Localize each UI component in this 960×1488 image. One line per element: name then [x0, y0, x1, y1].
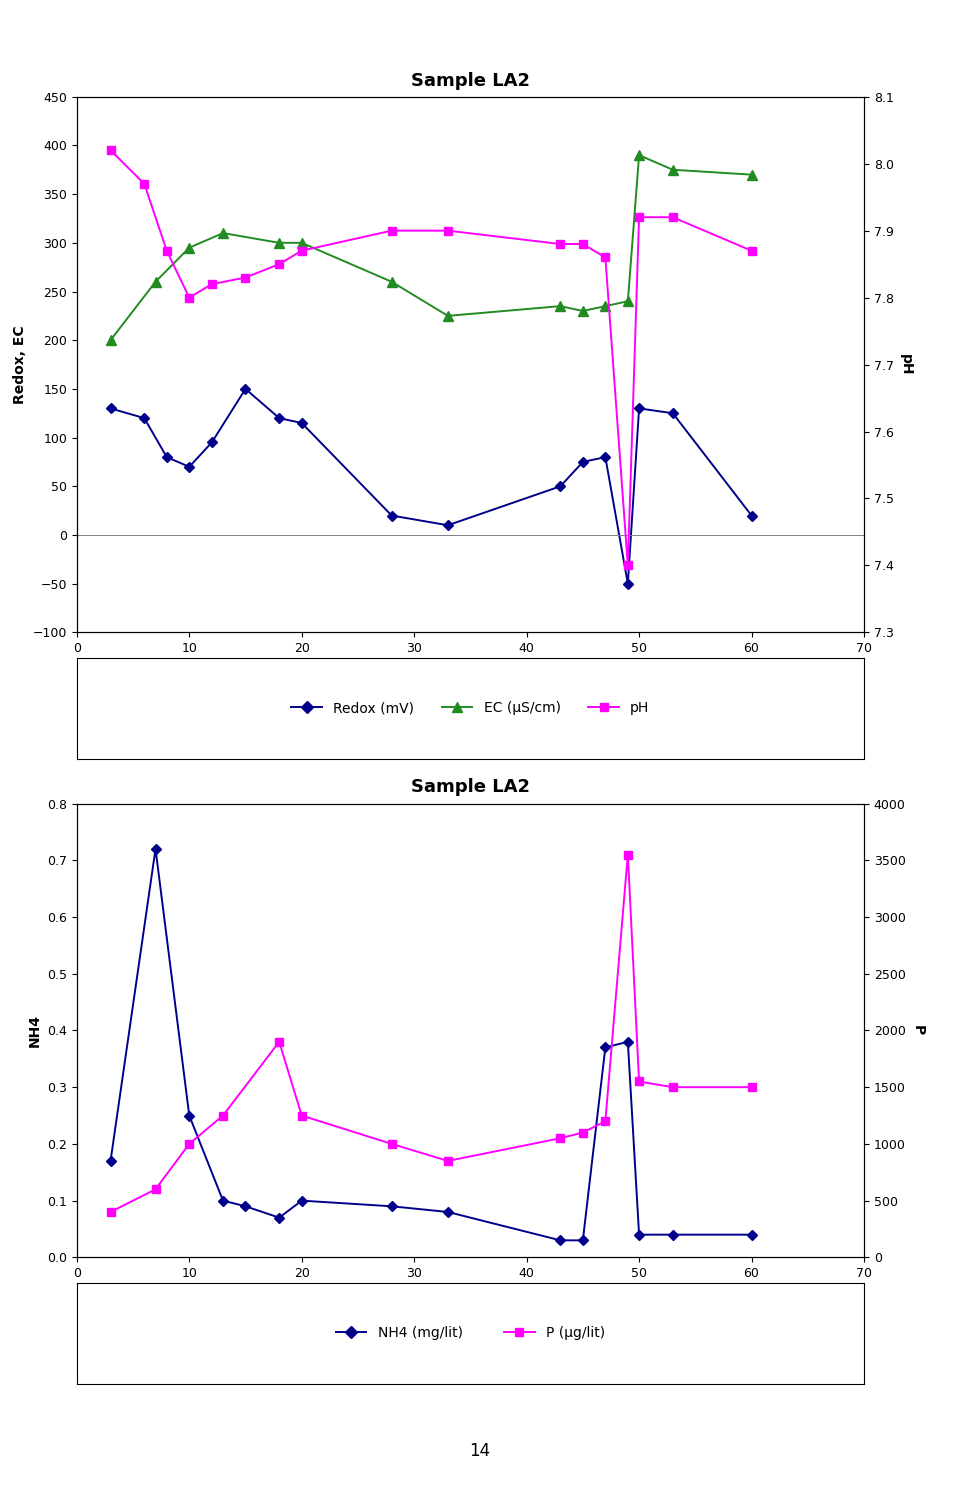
pH	[746, 241, 757, 259]
Line: P (μg/lit): P (μg/lit)	[107, 851, 756, 1216]
NH4 (mg/lit)	[746, 1226, 757, 1244]
EC (μS/cm)	[296, 234, 307, 251]
Y-axis label: NH4: NH4	[28, 1013, 41, 1048]
NH4 (mg/lit)	[274, 1208, 285, 1226]
NH4 (mg/lit)	[105, 1152, 116, 1170]
P (μg/lit)	[296, 1107, 307, 1125]
EC (μS/cm)	[577, 302, 588, 320]
Redox (mV)	[274, 409, 285, 427]
pH	[622, 557, 634, 574]
P (μg/lit)	[600, 1113, 612, 1131]
pH	[161, 241, 173, 259]
EC (μS/cm)	[150, 272, 161, 290]
Redox (mV)	[183, 458, 195, 476]
EC (μS/cm)	[274, 234, 285, 251]
P (μg/lit)	[443, 1152, 454, 1170]
EC (μS/cm)	[555, 298, 566, 315]
NH4 (mg/lit)	[240, 1198, 252, 1216]
P (μg/lit)	[183, 1135, 195, 1153]
Title: Sample LA2: Sample LA2	[411, 778, 530, 796]
Text: 14: 14	[469, 1442, 491, 1460]
Redox (mV)	[138, 409, 150, 427]
NH4 (mg/lit)	[577, 1232, 588, 1250]
pH	[138, 174, 150, 192]
Y-axis label: P: P	[911, 1025, 925, 1036]
pH	[667, 208, 679, 226]
NH4 (mg/lit)	[183, 1107, 195, 1125]
NH4 (mg/lit)	[634, 1226, 645, 1244]
Redox (mV)	[161, 448, 173, 466]
pH	[296, 241, 307, 259]
Title: Sample LA2: Sample LA2	[411, 71, 530, 89]
pH	[600, 248, 612, 266]
pH	[443, 222, 454, 240]
pH	[206, 275, 218, 293]
Redox (mV)	[622, 574, 634, 592]
Redox (mV)	[577, 452, 588, 470]
EC (μS/cm)	[622, 292, 634, 310]
EC (μS/cm)	[746, 165, 757, 183]
P (μg/lit)	[555, 1129, 566, 1147]
P (μg/lit)	[105, 1202, 116, 1220]
NH4 (mg/lit)	[600, 1039, 612, 1056]
Redox (mV)	[634, 399, 645, 417]
pH	[183, 289, 195, 307]
EC (μS/cm)	[600, 298, 612, 315]
Line: EC (μS/cm): EC (μS/cm)	[106, 150, 756, 345]
Legend: NH4 (mg/lit), P (μg/lit): NH4 (mg/lit), P (μg/lit)	[330, 1321, 611, 1345]
P (μg/lit)	[746, 1079, 757, 1097]
NH4 (mg/lit)	[150, 839, 161, 857]
Redox (mV)	[746, 506, 757, 524]
P (μg/lit)	[634, 1073, 645, 1091]
Y-axis label: Redox, EC: Redox, EC	[13, 326, 27, 403]
pH	[105, 141, 116, 159]
Redox (mV)	[296, 414, 307, 432]
pH	[240, 268, 252, 286]
pH	[274, 256, 285, 274]
X-axis label: Ημέρες μετά την κατάκλυση: Ημέρες μετά την κατάκλυση	[360, 661, 581, 676]
Redox (mV)	[443, 516, 454, 534]
pH	[577, 235, 588, 253]
EC (μS/cm)	[667, 161, 679, 179]
EC (μS/cm)	[443, 307, 454, 324]
Line: Redox (mV): Redox (mV)	[108, 385, 755, 588]
Redox (mV)	[386, 506, 397, 524]
Redox (mV)	[555, 478, 566, 496]
P (μg/lit)	[150, 1180, 161, 1198]
Redox (mV)	[667, 405, 679, 423]
EC (μS/cm)	[217, 225, 228, 243]
Redox (mV)	[600, 448, 612, 466]
P (μg/lit)	[274, 1033, 285, 1051]
pH	[386, 222, 397, 240]
P (μg/lit)	[622, 845, 634, 863]
NH4 (mg/lit)	[622, 1033, 634, 1051]
NH4 (mg/lit)	[296, 1192, 307, 1210]
Redox (mV)	[206, 433, 218, 451]
NH4 (mg/lit)	[555, 1232, 566, 1250]
NH4 (mg/lit)	[667, 1226, 679, 1244]
Line: NH4 (mg/lit): NH4 (mg/lit)	[108, 845, 755, 1244]
Redox (mV)	[240, 379, 252, 397]
P (μg/lit)	[386, 1135, 397, 1153]
pH	[555, 235, 566, 253]
NH4 (mg/lit)	[217, 1192, 228, 1210]
P (μg/lit)	[217, 1107, 228, 1125]
NH4 (mg/lit)	[386, 1198, 397, 1216]
Legend: Redox (mV), EC (μS/cm), pH: Redox (mV), EC (μS/cm), pH	[286, 696, 655, 720]
Redox (mV)	[105, 399, 116, 417]
EC (μS/cm)	[386, 272, 397, 290]
EC (μS/cm)	[634, 146, 645, 164]
P (μg/lit)	[667, 1079, 679, 1097]
P (μg/lit)	[577, 1123, 588, 1141]
pH	[634, 208, 645, 226]
Y-axis label: pH: pH	[900, 354, 913, 375]
Line: pH: pH	[107, 146, 756, 570]
EC (μS/cm)	[183, 238, 195, 256]
X-axis label: Ημέρες μετά την κατάκλυση: Ημέρες μετά την κατάκλυση	[360, 1286, 581, 1301]
EC (μS/cm)	[105, 332, 116, 350]
NH4 (mg/lit)	[443, 1202, 454, 1220]
